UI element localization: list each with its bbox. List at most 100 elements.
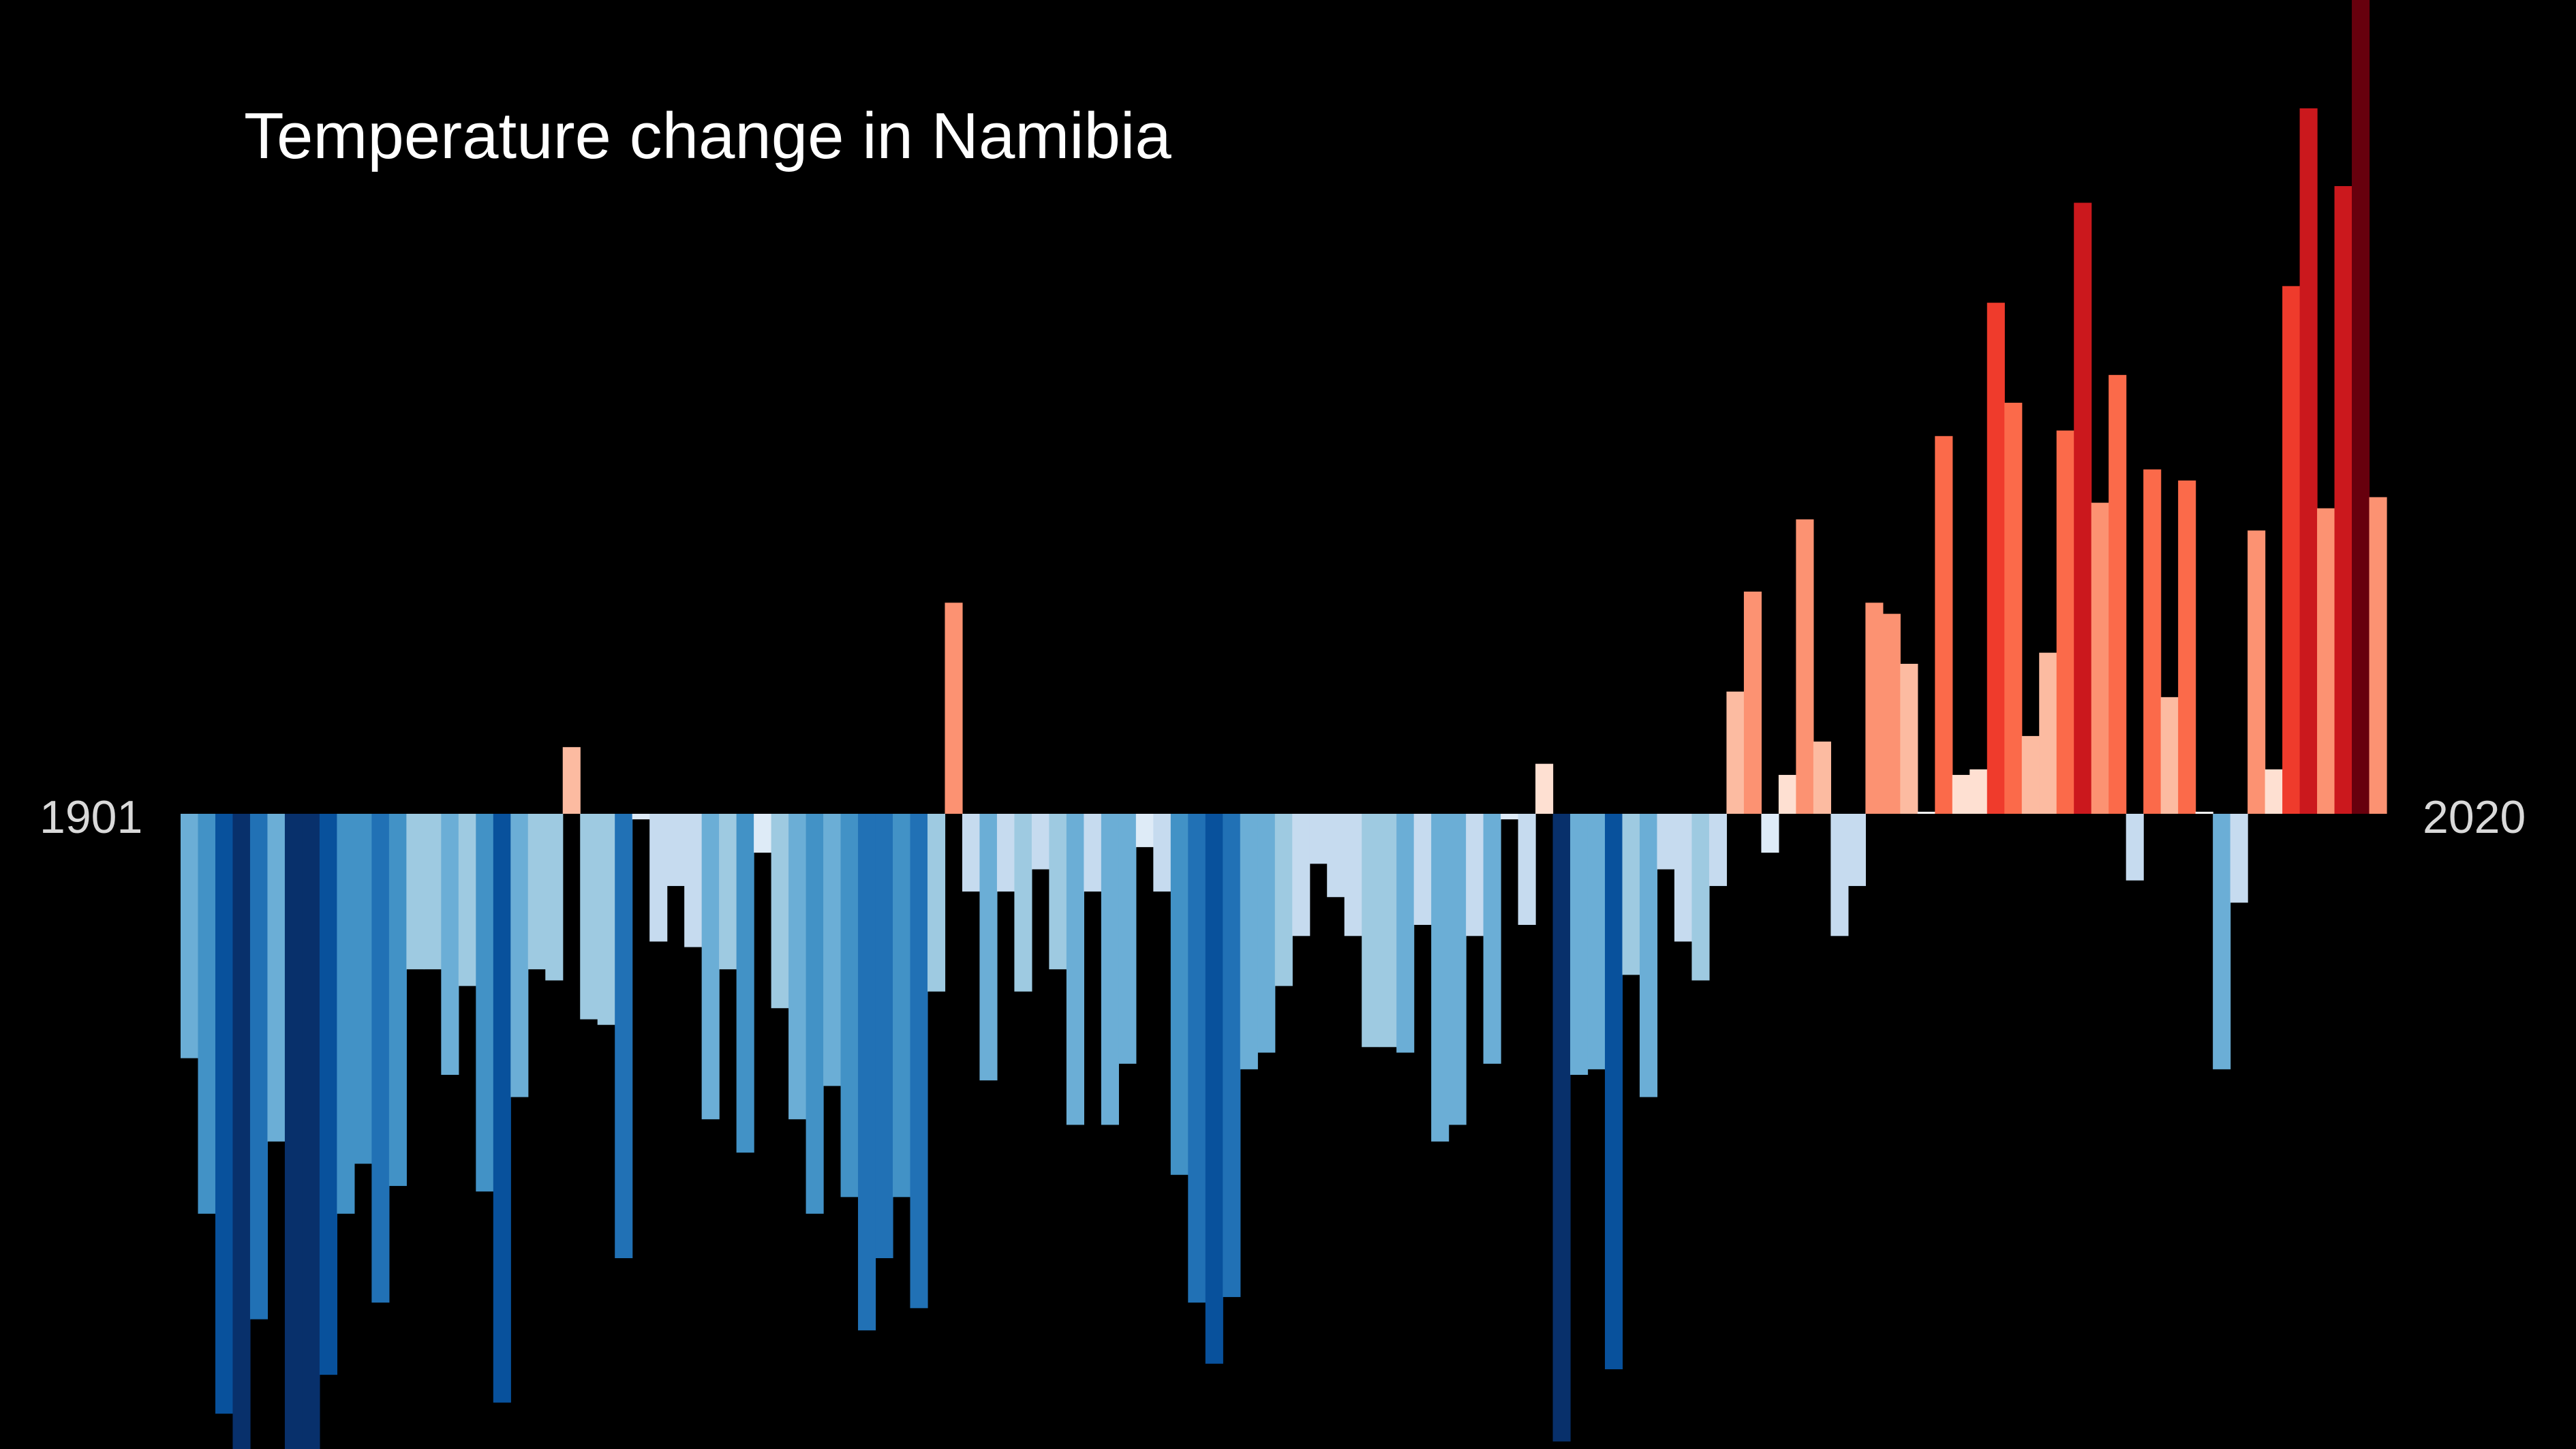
bar-1952 bbox=[1066, 814, 1084, 1125]
bar-1981 bbox=[1570, 814, 1589, 1076]
bar-2017 bbox=[2195, 812, 2213, 814]
bar-1998 bbox=[1865, 603, 1884, 814]
bar-1983 bbox=[1605, 814, 1623, 1369]
bar-1957 bbox=[1153, 814, 1171, 892]
bar-1987 bbox=[1674, 814, 1693, 942]
bar-2009 bbox=[2056, 430, 2074, 814]
bar-1997 bbox=[1847, 814, 1866, 886]
bar-1962 bbox=[1240, 814, 1258, 1069]
bar-2007 bbox=[2021, 735, 2040, 814]
bar-2018 bbox=[2213, 814, 2231, 1069]
bar-1975 bbox=[1466, 814, 1484, 936]
bar-1989 bbox=[1708, 814, 1728, 886]
bar-1992 bbox=[1761, 814, 1779, 853]
bar-1905 bbox=[249, 814, 269, 1320]
bar-1919 bbox=[493, 814, 511, 1403]
bar-1903 bbox=[215, 814, 234, 1414]
end-year-label: 2020 bbox=[2423, 791, 2526, 843]
bar-1993 bbox=[1778, 774, 1796, 814]
bar-1995 bbox=[1813, 742, 1831, 814]
bar-series bbox=[181, 0, 2387, 1449]
bar-2021 bbox=[2265, 769, 2283, 814]
bar-1937 bbox=[806, 814, 824, 1214]
bar-1945 bbox=[945, 603, 963, 814]
bar-1994 bbox=[1796, 519, 1814, 814]
bar-1978 bbox=[1518, 814, 1536, 925]
bar-1948 bbox=[996, 814, 1015, 892]
chart-title: Temperature change in Namibia bbox=[244, 100, 1171, 172]
bar-1954 bbox=[1101, 814, 1119, 1125]
bar-1969 bbox=[1362, 814, 1380, 1048]
bar-1922 bbox=[545, 814, 564, 981]
bar-1913 bbox=[388, 814, 407, 1187]
bar-1947 bbox=[979, 814, 998, 1081]
bar-1985 bbox=[1640, 814, 1658, 1097]
bar-1953 bbox=[1084, 814, 1102, 892]
bar-1982 bbox=[1587, 814, 1606, 1069]
bar-1988 bbox=[1691, 814, 1710, 981]
bar-1968 bbox=[1344, 814, 1362, 936]
bar-1934 bbox=[754, 814, 772, 853]
bar-1914 bbox=[406, 814, 425, 970]
bar-1990 bbox=[1726, 691, 1745, 814]
bar-1951 bbox=[1049, 814, 1067, 970]
bar-2023 bbox=[2299, 108, 2318, 814]
bar-2014 bbox=[2143, 469, 2162, 814]
bar-1933 bbox=[736, 814, 754, 1153]
bar-1929 bbox=[666, 814, 685, 886]
bar-1941 bbox=[875, 814, 893, 1258]
bar-2011 bbox=[2091, 502, 2109, 814]
bar-1926 bbox=[615, 814, 633, 1258]
bar-1979 bbox=[1535, 763, 1554, 814]
bar-1960 bbox=[1205, 814, 1223, 1364]
bar-1925 bbox=[597, 814, 615, 1025]
bar-1931 bbox=[701, 814, 720, 1120]
bar-1946 bbox=[962, 814, 981, 892]
bar-1974 bbox=[1448, 814, 1467, 1125]
bar-2003 bbox=[1952, 774, 1970, 814]
bar-1961 bbox=[1223, 814, 1241, 1298]
bar-1904 bbox=[232, 814, 251, 1449]
bar-1910 bbox=[337, 814, 355, 1214]
bar-1977 bbox=[1501, 814, 1519, 820]
bar-2026 bbox=[2352, 0, 2370, 814]
bar-2005 bbox=[1987, 303, 2005, 814]
bar-1976 bbox=[1483, 814, 1501, 1064]
bar-2013 bbox=[2126, 814, 2144, 881]
bar-2015 bbox=[2160, 697, 2179, 814]
bar-2000 bbox=[1900, 663, 1918, 814]
bar-1966 bbox=[1309, 814, 1328, 864]
bar-1949 bbox=[1014, 814, 1032, 992]
bar-1972 bbox=[1413, 814, 1432, 925]
bar-1996 bbox=[1830, 814, 1849, 936]
bar-2010 bbox=[2074, 202, 2092, 814]
bar-2024 bbox=[2317, 508, 2335, 814]
bar-1902 bbox=[198, 814, 216, 1214]
bar-1991 bbox=[1743, 592, 1762, 814]
bar-1923 bbox=[562, 747, 581, 814]
bar-1915 bbox=[423, 814, 442, 970]
bar-1909 bbox=[319, 814, 337, 1375]
bar-1986 bbox=[1657, 814, 1675, 870]
bar-1901 bbox=[181, 814, 199, 1058]
bar-1942 bbox=[893, 814, 911, 1198]
bar-1955 bbox=[1118, 814, 1137, 1064]
bar-1950 bbox=[1031, 814, 1050, 870]
bar-1967 bbox=[1327, 814, 1345, 898]
bar-1924 bbox=[580, 814, 598, 1020]
bar-1918 bbox=[476, 814, 494, 1192]
bar-1917 bbox=[458, 814, 476, 986]
bar-2012 bbox=[2109, 375, 2127, 814]
bar-1943 bbox=[910, 814, 928, 1309]
bar-1965 bbox=[1292, 814, 1310, 936]
bar-1935 bbox=[771, 814, 789, 1009]
bar-2020 bbox=[2248, 530, 2266, 814]
bar-1927 bbox=[632, 814, 650, 820]
bar-1964 bbox=[1274, 814, 1293, 986]
bar-2025 bbox=[2334, 186, 2352, 814]
bar-2008 bbox=[2039, 652, 2057, 814]
bar-1906 bbox=[267, 814, 286, 1142]
bar-1939 bbox=[840, 814, 859, 1198]
bar-2022 bbox=[2282, 286, 2301, 814]
